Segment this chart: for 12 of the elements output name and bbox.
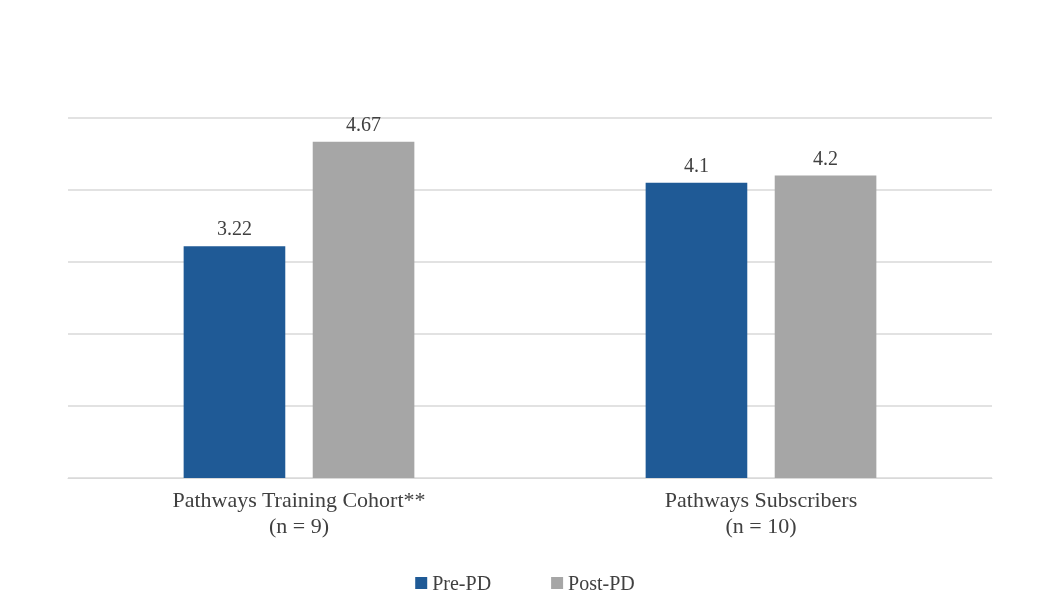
x-tick-label: Pathways Training Cohort** (n = 9) xyxy=(172,486,426,538)
data-label: 4.67 xyxy=(346,112,382,135)
x-tick-label: Pathways Subscribers (n = 10) xyxy=(664,486,858,538)
legend-label: Pre-PD xyxy=(432,572,492,594)
data-label: 4.1 xyxy=(683,153,709,176)
bar xyxy=(312,141,415,478)
bar xyxy=(183,246,286,478)
legend-label: Post-PD xyxy=(568,572,635,594)
data-label: 3.22 xyxy=(216,217,252,240)
data-label: 4.2 xyxy=(813,146,839,169)
bar xyxy=(774,175,877,478)
bar xyxy=(645,182,748,478)
